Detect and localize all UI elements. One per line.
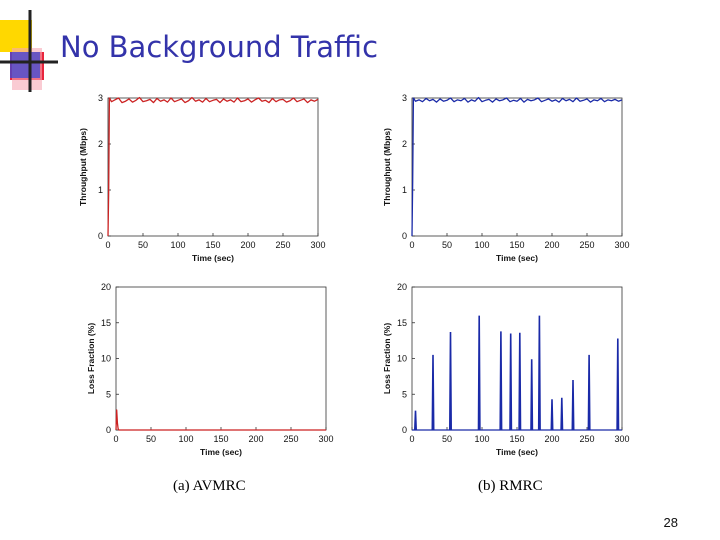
- x-tick-label: 250: [579, 434, 594, 444]
- plot-frame: [411, 97, 623, 237]
- y-tick-label: 2: [402, 139, 407, 149]
- y-tick-label: 0: [106, 425, 111, 435]
- y-axis-label: Throughput (Mbps): [78, 128, 88, 206]
- series-line: [115, 409, 326, 431]
- x-tick-label: 0: [113, 434, 118, 444]
- caption-avmrc: (a) AVMRC: [173, 478, 246, 494]
- x-tick-label: 150: [509, 434, 524, 444]
- y-tick-label: 20: [101, 282, 111, 292]
- loss-spike: [499, 331, 503, 431]
- loss-spike: [449, 332, 452, 431]
- x-tick-label: 300: [614, 434, 629, 444]
- x-axis-label: Time (sec): [200, 447, 242, 457]
- loss-spike: [414, 410, 417, 431]
- loss-spike: [477, 315, 481, 431]
- y-tick-label: 5: [106, 389, 111, 399]
- loss-spike: [560, 397, 564, 431]
- logo-blue-square: [10, 52, 40, 78]
- loss-spike: [518, 332, 522, 431]
- y-tick-label: 3: [98, 93, 103, 103]
- plot-frame: [411, 286, 623, 431]
- slide-title: No Background Traffic: [60, 30, 379, 64]
- x-tick-label: 150: [205, 240, 220, 250]
- series-line: [411, 96, 623, 237]
- loss-spike: [509, 333, 513, 431]
- x-tick-label: 100: [474, 434, 489, 444]
- x-tick-label: 50: [146, 434, 156, 444]
- loss-spike: [587, 354, 591, 431]
- x-tick-label: 300: [318, 434, 333, 444]
- loss-spike: [550, 399, 554, 431]
- x-tick-label: 150: [213, 434, 228, 444]
- y-tick-label: 20: [397, 282, 407, 292]
- y-tick-label: 2: [98, 139, 103, 149]
- page-number: 28: [663, 515, 678, 530]
- x-tick-label: 200: [248, 434, 263, 444]
- x-tick-label: 300: [614, 240, 629, 250]
- y-axis-label: Loss Fraction (%): [382, 323, 392, 394]
- loss-spike: [431, 354, 435, 431]
- series-line: [107, 96, 319, 237]
- x-tick-label: 250: [283, 434, 298, 444]
- x-tick-label: 50: [138, 240, 148, 250]
- y-tick-label: 1: [98, 185, 103, 195]
- plot-frame: [115, 286, 327, 431]
- x-tick-label: 50: [442, 240, 452, 250]
- y-tick-label: 10: [101, 354, 111, 364]
- x-tick-label: 200: [544, 240, 559, 250]
- y-tick-label: 3: [402, 93, 407, 103]
- y-tick-label: 0: [402, 231, 407, 241]
- y-tick-label: 0: [402, 425, 407, 435]
- y-tick-label: 0: [98, 231, 103, 241]
- y-tick-label: 5: [402, 389, 407, 399]
- y-tick-label: 10: [397, 354, 407, 364]
- loss-spike: [616, 338, 620, 431]
- x-tick-label: 250: [579, 240, 594, 250]
- x-tick-label: 200: [240, 240, 255, 250]
- x-tick-label: 150: [509, 240, 524, 250]
- x-axis-label: Time (sec): [192, 253, 234, 263]
- caption-rmrc: (b) RMRC: [478, 478, 543, 494]
- loss-spike: [571, 379, 575, 431]
- loss-spike: [537, 315, 541, 431]
- chart-loss-rmrc: 0 50 100 150 200 250 300 0 5 10 15 20 Time (sec) Loss…: [382, 282, 630, 457]
- x-tick-label: 50: [442, 434, 452, 444]
- y-tick-label: 15: [397, 318, 407, 328]
- x-tick-label: 300: [310, 240, 325, 250]
- x-tick-label: 100: [170, 240, 185, 250]
- loss-spike: [530, 359, 534, 431]
- chart-throughput-rmrc: 0 50 100 150 200 250 300 0 1 2 3 Time (sec) Throughp…: [382, 93, 630, 263]
- x-tick-label: 0: [409, 434, 414, 444]
- x-tick-label: 200: [544, 434, 559, 444]
- x-axis-label: Time (sec): [496, 447, 538, 457]
- x-axis-label: Time (sec): [496, 253, 538, 263]
- x-tick-label: 0: [105, 240, 110, 250]
- y-tick-label: 15: [101, 318, 111, 328]
- chart-throughput-avmrc: 0 50 100 150 200 250 300 0 1 2 3 Time (sec) Throughp…: [78, 93, 326, 263]
- x-tick-label: 100: [474, 240, 489, 250]
- y-axis-label: Loss Fraction (%): [86, 323, 96, 394]
- slide-logo: [0, 10, 58, 92]
- x-tick-label: 100: [178, 434, 193, 444]
- chart-loss-avmrc: 0 50 100 150 200 250 300 0 5 10 15 20 Time (sec) Loss…: [86, 282, 334, 457]
- y-axis-label: Throughput (Mbps): [382, 128, 392, 206]
- plot-frame: [107, 97, 319, 237]
- x-tick-label: 250: [275, 240, 290, 250]
- logo-yellow-square: [0, 20, 32, 52]
- x-tick-label: 0: [409, 240, 414, 250]
- y-tick-label: 1: [402, 185, 407, 195]
